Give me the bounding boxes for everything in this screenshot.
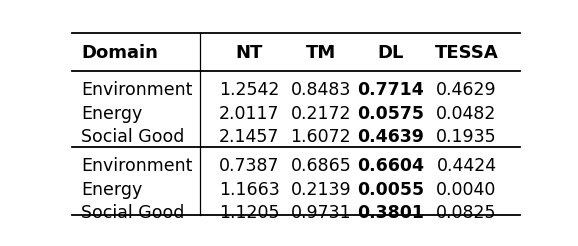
Text: 0.4629: 0.4629 <box>436 81 497 99</box>
Text: DL: DL <box>377 44 403 62</box>
Text: 0.0825: 0.0825 <box>436 204 497 222</box>
Text: Energy: Energy <box>81 105 142 123</box>
Text: 0.2139: 0.2139 <box>291 181 351 199</box>
Text: 0.1935: 0.1935 <box>436 128 497 146</box>
Text: 0.7387: 0.7387 <box>219 157 279 175</box>
Text: Environment: Environment <box>81 157 192 175</box>
Text: 1.1205: 1.1205 <box>219 204 279 222</box>
Text: 0.6604: 0.6604 <box>357 157 424 175</box>
Text: Domain: Domain <box>81 44 158 62</box>
Text: 2.0117: 2.0117 <box>219 105 279 123</box>
Text: 1.6072: 1.6072 <box>291 128 351 146</box>
Text: 0.0055: 0.0055 <box>357 181 424 199</box>
Text: TESSA: TESSA <box>435 44 498 62</box>
Text: 0.8483: 0.8483 <box>291 81 351 99</box>
Text: 0.0482: 0.0482 <box>436 105 497 123</box>
Text: Social Good: Social Good <box>81 128 184 146</box>
Text: 0.4424: 0.4424 <box>436 157 497 175</box>
Text: 0.0575: 0.0575 <box>357 105 424 123</box>
Text: 2.1457: 2.1457 <box>219 128 279 146</box>
Text: 0.3801: 0.3801 <box>357 204 424 222</box>
Text: 0.7714: 0.7714 <box>357 81 424 99</box>
Text: Environment: Environment <box>81 81 192 99</box>
Text: TM: TM <box>306 44 336 62</box>
Text: NT: NT <box>235 44 263 62</box>
Text: Energy: Energy <box>81 181 142 199</box>
Text: 1.1663: 1.1663 <box>219 181 280 199</box>
Text: 0.2172: 0.2172 <box>291 105 351 123</box>
Text: 0.0040: 0.0040 <box>436 181 497 199</box>
Text: Social Good: Social Good <box>81 204 184 222</box>
Text: 0.9731: 0.9731 <box>291 204 351 222</box>
Text: 0.4639: 0.4639 <box>357 128 424 146</box>
Text: 1.2542: 1.2542 <box>219 81 279 99</box>
Text: 0.6865: 0.6865 <box>291 157 351 175</box>
